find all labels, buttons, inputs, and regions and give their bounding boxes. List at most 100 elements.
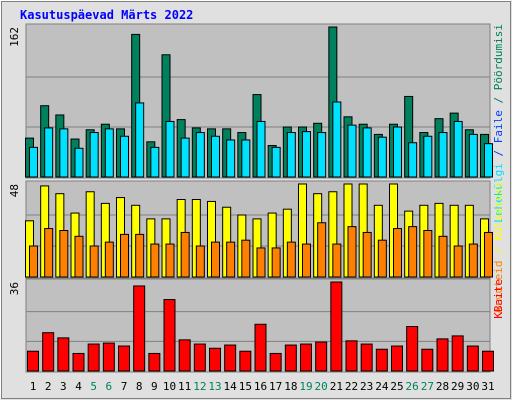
x-tick-label: 19 (299, 380, 312, 393)
bar (74, 147, 84, 178)
legend-entry: Faile (492, 110, 505, 143)
legend-separator: / (492, 90, 505, 110)
x-tick-label: 15 (239, 380, 252, 393)
bar (300, 343, 312, 372)
x-tick-label: 28 (436, 380, 449, 393)
bar (362, 231, 372, 278)
bar (286, 241, 296, 278)
x-tick-label: 6 (106, 380, 113, 393)
x-tick-label: 31 (481, 380, 494, 393)
bar (165, 120, 175, 178)
x-tick-label: 16 (254, 380, 267, 393)
legend-entry: Külastusi (492, 181, 505, 241)
bar (377, 239, 387, 278)
bar (377, 136, 387, 178)
bar (44, 228, 54, 278)
legend-separator: / (492, 143, 505, 163)
x-tick-label: 22 (345, 380, 358, 393)
bar (163, 299, 176, 372)
x-tick-label: 10 (163, 380, 176, 393)
bar (150, 146, 160, 178)
bar (271, 146, 281, 178)
bar (453, 245, 463, 278)
bar (104, 241, 114, 278)
bar (178, 339, 191, 372)
legend-entry: Lehekülgi (492, 163, 505, 223)
bar (165, 243, 175, 278)
bar (345, 340, 358, 372)
bar (224, 344, 237, 372)
x-tick-label: 4 (75, 380, 82, 393)
x-tick-label: 17 (269, 380, 282, 393)
bar (27, 350, 39, 372)
x-tick-label: 24 (375, 380, 389, 393)
bar (406, 326, 419, 372)
bar (423, 230, 433, 278)
x-tick-label: 13 (208, 380, 221, 393)
bar (135, 102, 145, 178)
legend-entry: Pöördumisi (492, 24, 505, 90)
bar (59, 128, 69, 178)
x-tick-label: 9 (151, 380, 158, 393)
bar (44, 127, 54, 178)
chart-title: Kasutuspäevad Märts 2022 (20, 8, 193, 22)
bar (89, 245, 99, 278)
bar (148, 352, 161, 372)
legend-separator: / (492, 241, 505, 261)
bar (57, 337, 70, 372)
bar (180, 137, 190, 178)
legend: Arvuteid / Külastusi (492, 181, 505, 313)
bar (393, 126, 402, 178)
bar (211, 135, 220, 178)
bar (120, 233, 129, 278)
bar (102, 342, 115, 372)
bar (193, 343, 206, 372)
bar (133, 285, 146, 372)
bar (226, 139, 236, 178)
bar (72, 352, 85, 372)
x-tick-label: 14 (224, 380, 238, 393)
bar (317, 222, 327, 278)
bar (180, 231, 190, 278)
bar (195, 245, 205, 278)
bar (120, 135, 129, 178)
x-tick-label: 29 (451, 380, 464, 393)
x-tick-label: 5 (90, 380, 97, 393)
x-tick-label: 1 (30, 380, 37, 393)
y-tick-label: 48 (8, 184, 21, 197)
bar (195, 132, 205, 178)
bar (332, 243, 342, 278)
bar (209, 347, 221, 372)
bar (360, 343, 373, 372)
bar (256, 247, 266, 278)
bar (284, 344, 297, 372)
bar (104, 128, 114, 178)
bar (468, 133, 478, 178)
bar (150, 243, 160, 278)
bar (391, 345, 403, 372)
legend: Lehekülgi / Faile / Pöördumisi (492, 24, 505, 223)
bar (484, 143, 493, 178)
x-tick-label: 20 (315, 380, 328, 393)
bar (89, 132, 99, 178)
bar (211, 241, 220, 278)
bar (269, 352, 282, 372)
bar (347, 124, 357, 178)
x-tick-label: 25 (390, 380, 403, 393)
bar (347, 226, 357, 278)
bar (436, 338, 449, 372)
x-tick-label: 7 (121, 380, 128, 393)
x-tick-label: 11 (178, 380, 191, 393)
bar (315, 341, 328, 372)
bar (438, 132, 448, 178)
legend-entry: Arvuteid (492, 260, 505, 313)
bar (484, 231, 493, 278)
bar (423, 135, 433, 178)
bar (42, 332, 55, 372)
bar (302, 131, 311, 178)
x-tick-label: 27 (421, 380, 434, 393)
bar (317, 132, 327, 178)
x-tick-label: 2 (45, 380, 52, 393)
